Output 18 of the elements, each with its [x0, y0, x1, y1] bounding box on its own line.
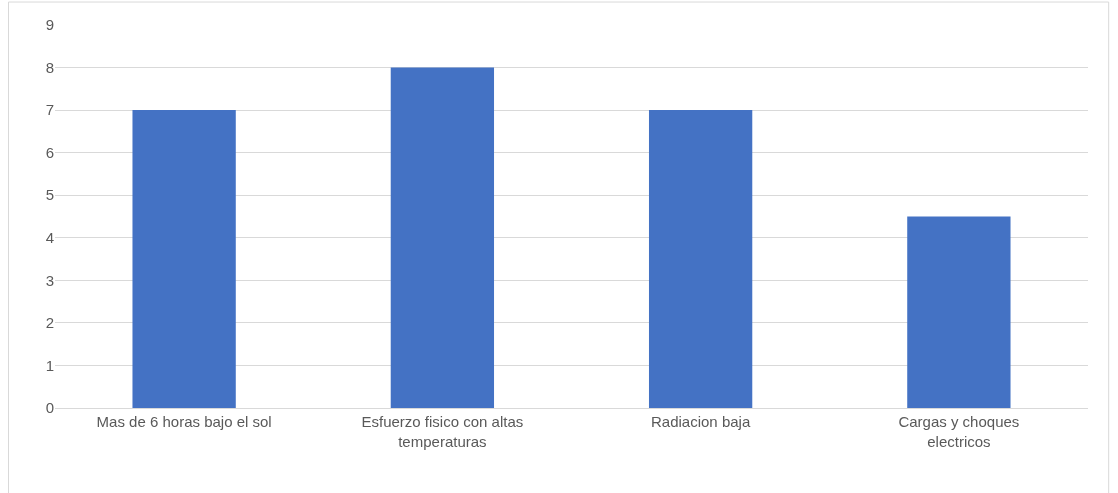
y-tick-label: 7 [45, 101, 54, 119]
y-tick-label: 3 [45, 271, 54, 289]
bar [390, 67, 495, 408]
x-tick-label: Mas de 6 horas bajo el sol [96, 413, 272, 430]
bar [648, 110, 753, 408]
y-tick-label: 5 [45, 186, 54, 204]
bar [907, 216, 1011, 408]
y-tick-label: 2 [45, 314, 54, 332]
x-tick-label: Radiacion baja [651, 413, 751, 430]
y-tick-label: 8 [45, 58, 54, 76]
y-tick-label: 1 [45, 356, 54, 374]
y-tick-label: 9 [45, 16, 54, 34]
bar [132, 110, 236, 408]
y-tick-label: 6 [45, 143, 54, 161]
y-tick-label: 0 [45, 399, 54, 417]
y-tick-label: 4 [45, 229, 54, 247]
x-tick-label: Esfuerzo fisico con altas temperaturas [361, 413, 524, 450]
x-tick-label: Cargas y choques electricos [898, 413, 1020, 450]
